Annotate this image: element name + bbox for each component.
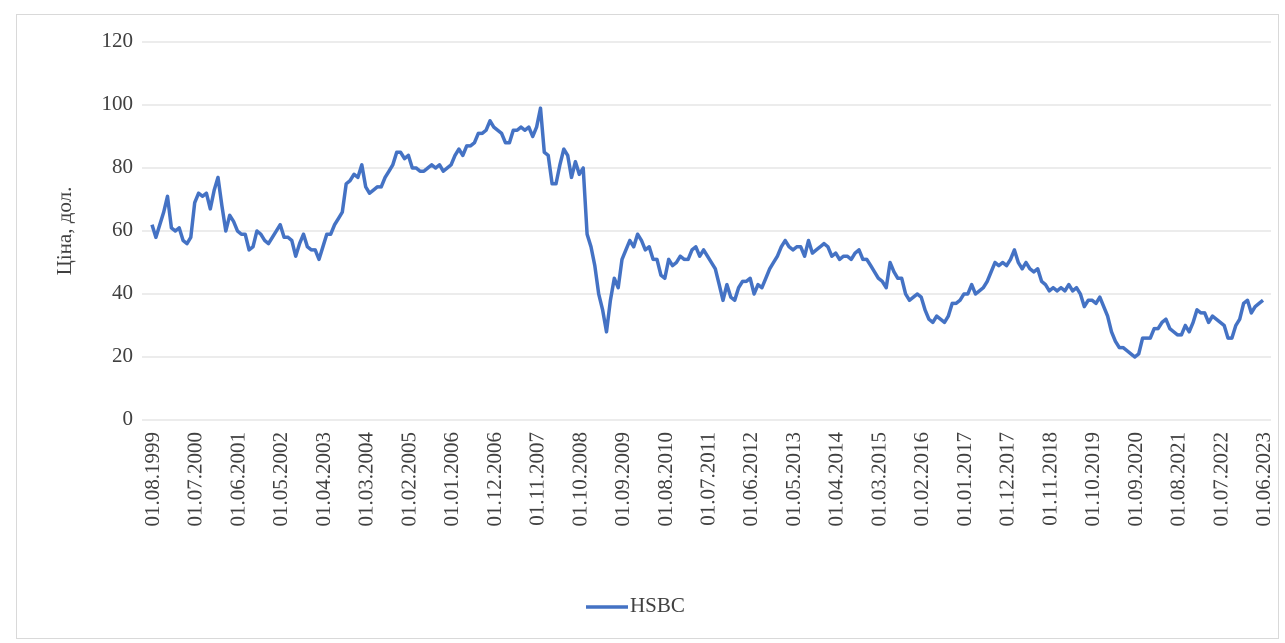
y-tick-label: 80: [112, 154, 133, 178]
y-tick-label: 100: [102, 91, 134, 115]
x-tick-label: 01.10.2019: [1080, 432, 1104, 527]
x-tick-label: 01.03.2015: [866, 432, 890, 527]
x-tick-label: 01.08.2021: [1166, 432, 1190, 527]
y-axis-label: Ціна, дол.: [52, 187, 76, 276]
x-tick-label: 01.05.2002: [268, 432, 292, 527]
x-tick-label: 01.12.2017: [995, 432, 1019, 527]
x-tick-label: 01.08.2010: [653, 432, 677, 527]
x-tick-label: 01.12.2006: [482, 432, 506, 527]
x-tick-label: 01.05.2013: [781, 432, 805, 527]
x-tick-label: 01.04.2014: [824, 432, 848, 527]
y-tick-label: 0: [123, 406, 134, 430]
x-tick-label: 01.07.2022: [1208, 432, 1232, 527]
chart-border: [16, 14, 1279, 639]
x-tick-label: 01.09.2009: [610, 432, 634, 527]
x-tick-label: 01.02.2005: [396, 432, 420, 527]
legend-label: HSBC: [630, 593, 685, 617]
y-tick-label: 40: [112, 280, 133, 304]
x-tick-label: 01.06.2012: [738, 432, 762, 527]
x-tick-label: 01.01.2006: [439, 432, 463, 527]
x-tick-label: 01.09.2020: [1123, 432, 1147, 527]
x-tick-label: 01.03.2004: [354, 432, 378, 527]
x-tick-label: 01.02.2016: [909, 432, 933, 527]
x-tick-label: 01.10.2008: [567, 432, 591, 527]
x-tick-label: 01.07.2000: [183, 432, 207, 527]
x-tick-label: 01.04.2003: [311, 432, 335, 527]
x-tick-label: 01.11.2018: [1037, 432, 1061, 526]
x-tick-label: 01.07.2011: [696, 432, 720, 526]
x-tick-label: 01.01.2017: [952, 432, 976, 527]
data-line: [150, 106, 1265, 359]
x-tick-label: 01.06.2023: [1251, 432, 1275, 527]
x-tick-label: 01.11.2007: [525, 432, 549, 526]
y-tick-label: 120: [102, 28, 134, 52]
y-tick-label: 20: [112, 343, 133, 367]
x-tick-label: 01.08.1999: [140, 432, 164, 527]
y-tick-label: 60: [112, 217, 133, 241]
x-tick-label: 01.06.2001: [225, 432, 249, 527]
